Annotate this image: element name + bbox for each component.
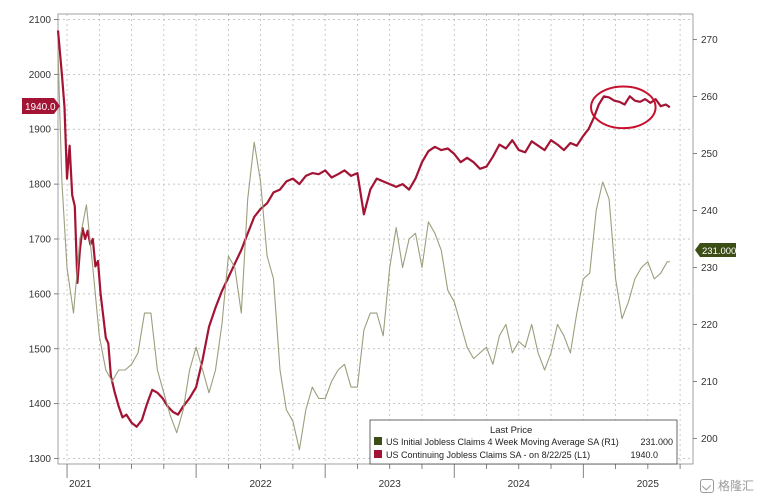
left-tick-label: 1700 (29, 235, 52, 246)
series-lines (56, 30, 671, 451)
watermark-text: 格隆汇 (717, 479, 754, 493)
axes: 1300 1400 1500 1600 1700 1800 1900 2000 2100 200 2… (29, 15, 718, 490)
legend-box (369, 419, 678, 465)
left-tick-label: 2000 (29, 70, 52, 81)
gridlines (58, 14, 693, 464)
left-tick-label: 1800 (29, 180, 52, 191)
legend-heading: Last Price (490, 425, 532, 436)
annotations (590, 85, 657, 130)
gelonghui-logo-icon (699, 478, 714, 493)
x-tick-label-2021: 2021 (69, 479, 92, 490)
x-tick-label-2023: 2023 (379, 479, 402, 490)
right-tick-label: 220 (701, 320, 718, 331)
right-tick-label: 200 (701, 434, 718, 445)
left-tick-label: 1900 (29, 125, 52, 136)
right-tick-label: 260 (701, 92, 718, 103)
legend-swatch-initial (374, 437, 382, 445)
left-tick-label: 1300 (29, 454, 52, 465)
right-tick-label: 230 (701, 263, 718, 274)
legend-swatch-continuing (374, 450, 382, 458)
right-tick-label: 210 (701, 377, 718, 388)
legend-value-initial: 231.000 (640, 437, 673, 447)
legend: Last Price US Initial Jobless Claims 4 W… (369, 419, 678, 465)
x-tick-label-2025: 2025 (637, 479, 660, 490)
series-line-continuing (56, 30, 671, 428)
left-tick-label: 1400 (29, 399, 52, 410)
right-tick-label: 250 (701, 149, 718, 160)
right-tick-label: 270 (701, 35, 718, 46)
watermark: 格隆汇 (699, 477, 754, 494)
left-last-value-badge: 1940.0 (22, 98, 60, 114)
series-line-initial (57, 50, 670, 451)
right-last-value-label: 231.000 (702, 246, 736, 257)
x-tick-label-2022: 2022 (250, 479, 273, 490)
legend-entry-continuing: US Continuing Jobless Claims SA - on 8/2… (386, 450, 590, 460)
left-tick-label: 2100 (29, 15, 52, 26)
right-last-value-badge: 231.000 (695, 243, 736, 257)
left-tick-label: 1600 (29, 289, 52, 300)
right-tick-label: 240 (701, 206, 718, 217)
x-tick-label-2024: 2024 (508, 479, 531, 490)
left-tick-label: 1500 (29, 344, 52, 355)
legend-value-continuing: 1940.0 (630, 450, 658, 460)
left-last-value-label: 1940.0 (25, 102, 56, 113)
highlight-ellipse (590, 85, 657, 130)
legend-entry-initial: US Initial Jobless Claims 4 Week Moving … (386, 437, 619, 447)
